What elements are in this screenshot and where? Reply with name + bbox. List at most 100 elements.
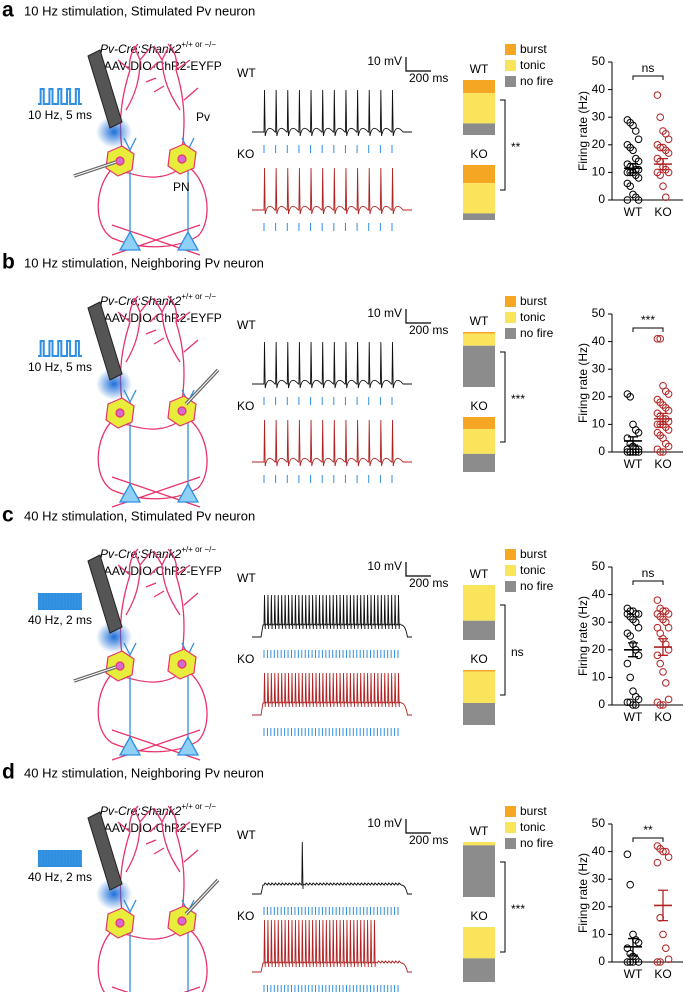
- y-tick-label: 30: [592, 361, 606, 375]
- bar-segment: [463, 670, 495, 672]
- legend-swatch: [505, 76, 516, 87]
- category-label: KO: [470, 652, 487, 666]
- panel-label: d: [2, 761, 15, 784]
- genotype-superscript: +/+ or −/−: [181, 545, 216, 554]
- y-tick-label: 20: [592, 899, 606, 913]
- pv-dendrites: [117, 295, 199, 403]
- trace-label: KO: [237, 399, 254, 413]
- panel: a 10 Hz stimulation, Stimulated Pv neuron…: [2, 0, 683, 256]
- panel-title: 10 Hz stimulation, Neighboring Pv neuron: [24, 255, 264, 270]
- panel-label: b: [2, 251, 15, 274]
- data-point: [634, 610, 643, 618]
- y-axis-label: Firing rate (Hz): [576, 91, 590, 171]
- genotype-superscript: +/+ or −/−: [181, 40, 216, 49]
- pv-dendrites: [117, 43, 199, 151]
- category-label: KO: [470, 399, 487, 413]
- voltage-trace: [252, 89, 412, 137]
- data-point: [653, 858, 662, 867]
- cell-label: PN: [173, 180, 190, 194]
- data-point: [664, 610, 673, 618]
- x-tick-label: KO: [654, 710, 671, 724]
- bar-segment: [463, 620, 495, 640]
- y-tick-label: 50: [592, 816, 606, 830]
- y-tick-label: 30: [592, 614, 606, 628]
- y-tick-label: 10: [592, 670, 606, 684]
- genotype: Pv-Cre;Shank2+/+ or −/−: [100, 545, 216, 561]
- y-tick-label: 0: [598, 954, 605, 968]
- y-tick-label: 30: [592, 871, 606, 885]
- legend-swatch: [505, 806, 516, 817]
- data-point: [623, 850, 632, 859]
- x-tick-label: WT: [624, 710, 643, 724]
- data-point: [656, 448, 665, 456]
- data-point: [626, 632, 635, 640]
- legend-swatch: [505, 581, 516, 592]
- bar-segment: [463, 703, 495, 725]
- optic-fiber: [87, 811, 123, 891]
- panel-label: a: [2, 0, 14, 22]
- data-point: [656, 113, 665, 121]
- data-point: [653, 91, 662, 99]
- legend-swatch: [505, 312, 516, 323]
- panel-label: c: [2, 504, 14, 527]
- data-point: [634, 938, 643, 947]
- legend-swatch: [505, 565, 516, 576]
- significance-bracket: [632, 327, 664, 332]
- data-point: [634, 196, 643, 204]
- bar-segment: [463, 842, 495, 846]
- data-point: [659, 701, 667, 709]
- trace-label: WT: [237, 828, 256, 842]
- trace-label: KO: [237, 909, 254, 923]
- genotype-superscript: +/+ or −/−: [181, 292, 216, 301]
- bar-segment: [463, 429, 495, 454]
- significance-bracket: [632, 75, 664, 80]
- x-tick-label: KO: [654, 457, 671, 471]
- legend-label: no fire: [520, 579, 554, 593]
- electrode-tip: [73, 161, 117, 177]
- category-label: WT: [470, 567, 489, 581]
- y-tick-label: 20: [592, 642, 606, 656]
- bar-segment: [463, 453, 495, 472]
- legend-label: tonic: [520, 58, 545, 72]
- data-point: [626, 958, 635, 966]
- panel-title: 10 Hz stimulation, Stimulated Pv neuron: [24, 3, 255, 18]
- y-tick-label: 20: [592, 389, 606, 403]
- category-label: KO: [470, 909, 487, 923]
- y-axis-label: Firing rate (Hz): [576, 343, 590, 423]
- x-tick-label: WT: [624, 457, 643, 471]
- legend-label: no fire: [520, 836, 554, 850]
- legend-swatch: [505, 60, 516, 71]
- legend-label: no fire: [520, 74, 554, 88]
- trace-label: WT: [237, 571, 256, 585]
- significance-bracket: [632, 580, 664, 585]
- legend-label: burst: [520, 547, 547, 561]
- data-point: [634, 157, 643, 166]
- data-point: [634, 174, 643, 182]
- data-point: [634, 651, 643, 660]
- data-point: [656, 335, 665, 343]
- data-point: [629, 146, 637, 155]
- schematic: [73, 548, 208, 761]
- scale-bar: [405, 562, 431, 577]
- data-point: [662, 193, 670, 202]
- pn-cells: [118, 642, 200, 756]
- significance-bracket: [500, 99, 506, 191]
- sem-bar: [658, 157, 668, 171]
- bar-segment: [463, 958, 495, 982]
- data-point: [632, 127, 640, 135]
- light: [96, 878, 132, 910]
- data-point: [664, 168, 673, 177]
- y-tick-label: 50: [592, 54, 606, 68]
- electrode-tip: [185, 369, 219, 405]
- panel: c 40 Hz stimulation, Stimulated Pv neuron…: [2, 504, 683, 761]
- scale-bar: [405, 309, 431, 324]
- significance: ***: [511, 392, 525, 406]
- y-tick-label: 0: [598, 697, 605, 711]
- data-point: [664, 406, 673, 415]
- panel-title: 40 Hz stimulation, Neighboring Pv neuron: [24, 765, 264, 780]
- data-point: [626, 182, 635, 190]
- scale-time: 200 ms: [409, 833, 448, 847]
- data-point: [664, 135, 673, 144]
